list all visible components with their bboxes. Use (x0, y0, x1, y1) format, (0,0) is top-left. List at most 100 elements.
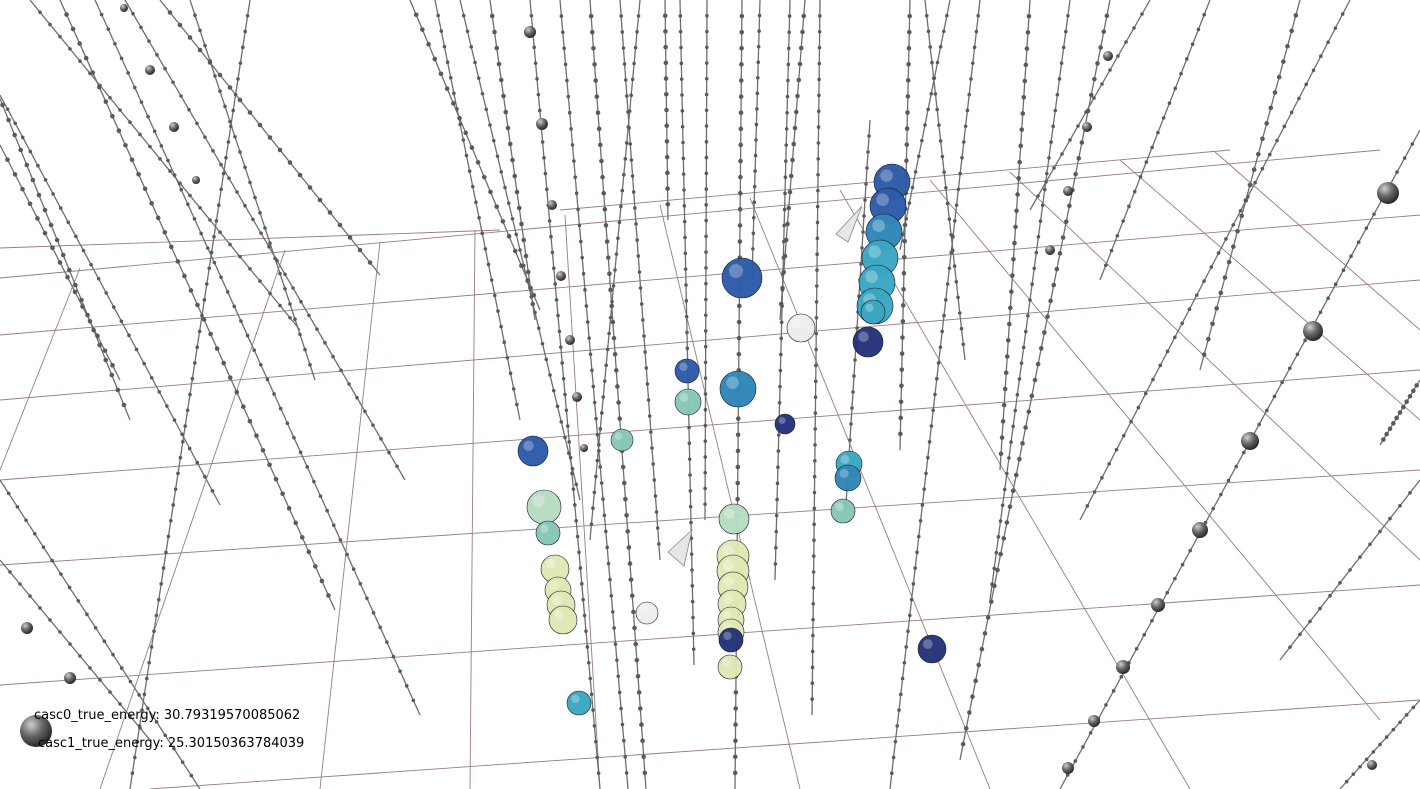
dom-sphere-icon (278, 406, 283, 411)
dom-sphere-icon (203, 474, 207, 479)
dom-sphere-icon (1026, 313, 1030, 318)
dom-sphere-icon (635, 29, 639, 34)
dom-sphere-icon (1024, 46, 1030, 51)
dom-sphere-icon (612, 351, 618, 357)
string-line (94, 0, 421, 716)
dom-sphere-icon (1408, 491, 1412, 495)
dom-sphere-icon (614, 252, 619, 256)
dom-sphere-icon (365, 596, 369, 601)
dom-sphere-icon (457, 115, 462, 121)
dom-sphere-icon (624, 771, 629, 775)
dom-sphere-icon (248, 267, 252, 271)
dom-sphere-icon (665, 170, 670, 176)
dom-sphere-icon (814, 300, 819, 304)
dom-sphere-icon (523, 253, 529, 259)
dom-sphere-icon (486, 262, 491, 267)
sphere-hit-icon (610, 428, 634, 452)
dom-sphere-icon (227, 176, 231, 181)
dom-sphere-icon (1036, 194, 1040, 198)
dom-sphere-icon (704, 155, 709, 160)
dom-sphere-icon (619, 204, 623, 209)
dom-sphere-icon (439, 29, 444, 33)
sphere-highlight (545, 559, 556, 569)
dom-sphere-icon (436, 13, 440, 18)
dom-sphere-icon (1005, 338, 1011, 343)
dom-sphere-icon (636, 254, 641, 258)
dom-sphere-icon (649, 430, 653, 434)
dom-sphere-icon (138, 726, 142, 730)
dom-sphere-icon (657, 542, 661, 546)
dom-sphere-icon (1104, 703, 1108, 707)
dom-sphere-icon (521, 237, 527, 243)
dom-sphere-icon (923, 123, 927, 127)
dom-sphere-icon (779, 336, 784, 341)
dom-sphere-icon (932, 76, 937, 80)
dom-sphere-icon (574, 191, 579, 196)
dom-sphere-icon (163, 66, 167, 71)
dom-sphere-icon (1059, 61, 1064, 65)
dom-sphere-icon (318, 494, 323, 498)
dom-sphere-icon (581, 597, 585, 602)
dom-sphere-icon (1032, 266, 1037, 271)
dom-sphere-icon (811, 554, 816, 558)
dom-sphere-icon (1231, 244, 1236, 249)
dom-sphere-icon (680, 124, 685, 129)
dom-sphere-icon (852, 374, 856, 378)
dom-sphere-icon (8, 570, 12, 574)
dom-sphere-icon (1288, 645, 1292, 649)
dom-sphere-icon (51, 192, 55, 196)
dom-sphere-icon (816, 109, 821, 114)
dom-sphere-icon (797, 61, 803, 67)
dom-sphere-icon (357, 247, 363, 253)
dom-sphere-icon (664, 107, 669, 113)
dom-sphere-icon (139, 100, 144, 104)
dom-sphere-icon (1004, 520, 1010, 525)
dom-sphere-icon (580, 255, 585, 260)
dom-sphere-icon (784, 143, 789, 147)
dom-sphere-icon (285, 421, 290, 425)
dom-sphere-icon (739, 46, 744, 51)
dom-sphere-icon (1150, 618, 1154, 623)
dom-sphere-icon (99, 12, 104, 17)
dom-sphere-icon (1003, 370, 1009, 376)
dom-sphere-icon (1333, 282, 1338, 287)
dom-sphere-icon (605, 545, 609, 550)
dom-sphere-icon (945, 13, 949, 18)
dom-sphere-icon (812, 490, 817, 495)
dom-sphere-icon (77, 41, 82, 46)
dom-sphere-icon (928, 45, 933, 49)
sphere-hit-icon (786, 313, 816, 343)
dom-sphere-icon (292, 435, 296, 440)
dom-sphere-icon (313, 564, 318, 569)
dom-sphere-icon (922, 487, 926, 491)
dom-sphere-icon (195, 121, 199, 126)
dom-sphere-icon (123, 142, 128, 148)
dom-sphere-icon (751, 215, 756, 220)
dom-sphere-icon (138, 132, 142, 137)
dom-sphere-icon (283, 272, 287, 277)
dom-sphere-icon (920, 503, 925, 507)
dom-sphere-icon (970, 694, 975, 699)
dom-sphere-icon (904, 645, 908, 649)
dom-sphere-icon (483, 247, 488, 251)
dom-sphere-icon (601, 497, 605, 501)
dom-sphere-icon (299, 535, 305, 540)
dom-sphere-icon (218, 89, 222, 93)
grid-line (0, 229, 501, 249)
dom-sphere-icon (680, 109, 685, 113)
sphere-highlight (726, 376, 739, 390)
dom-sphere-icon (288, 302, 292, 306)
dom-sphere-icon (155, 215, 161, 221)
dom-sphere-icon (1247, 182, 1253, 188)
dom-sphere-icon (738, 174, 743, 180)
dom-sphere-icon (463, 130, 469, 136)
dom-sphere-icon (810, 649, 815, 654)
dom-sphere-icon (491, 138, 496, 143)
dom-sphere-icon (1201, 352, 1207, 357)
dom-sphere-icon (1082, 122, 1092, 132)
dom-sphere-icon (378, 625, 383, 630)
dom-sphere-icon (1158, 363, 1163, 368)
dom-sphere-icon (1364, 226, 1369, 230)
dom-sphere-icon (89, 262, 93, 267)
